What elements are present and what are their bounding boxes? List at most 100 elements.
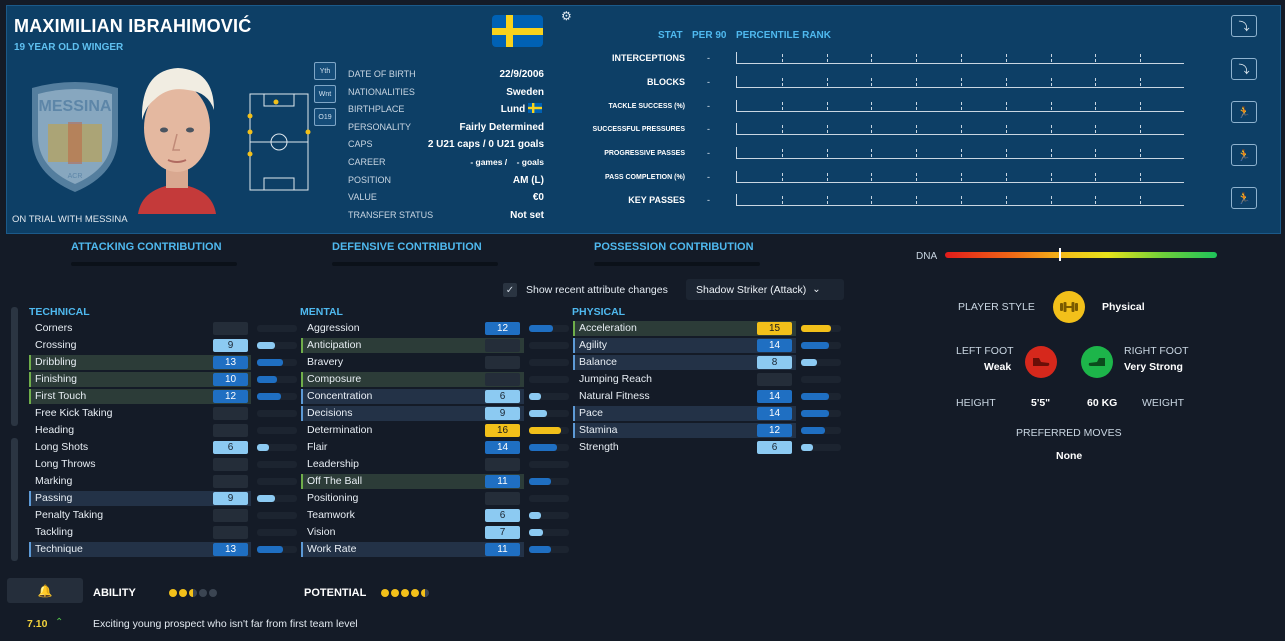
side-button-run[interactable]: 🏃 — [1231, 101, 1257, 123]
left-foot-value: Weak — [984, 361, 1012, 373]
attribute-row-aggression[interactable]: Aggression 12 — [301, 321, 573, 336]
coach-report-button[interactable]: 🔔 — [7, 578, 83, 603]
dna-gradient-bar — [945, 252, 1217, 258]
attribute-row-penalty-taking[interactable]: Penalty Taking — [29, 508, 301, 523]
attribute-name: Acceleration — [579, 322, 637, 334]
position-dot — [247, 113, 253, 119]
role-select[interactable]: Shadow Striker (Attack) ⌄ — [686, 279, 844, 300]
gear-icon[interactable]: ⚙ — [561, 9, 572, 23]
side-button-tackle[interactable]: ⤵ — [1231, 15, 1257, 37]
attribute-value: 16 — [485, 424, 520, 437]
show-recent-changes-checkbox[interactable]: ✓ — [503, 283, 517, 297]
attribute-name: Penalty Taking — [35, 509, 104, 521]
star-icon — [421, 589, 429, 597]
position-dot — [247, 129, 253, 135]
attribute-row-concentration[interactable]: Concentration 6 — [301, 389, 573, 404]
attribute-bar — [529, 478, 551, 485]
attribute-bar-track — [529, 359, 569, 366]
attribute-row-corners[interactable]: Corners — [29, 321, 301, 336]
possession-contribution-label: POSSESSION CONTRIBUTION — [594, 241, 754, 253]
attribute-row-passing[interactable]: Passing 9 — [29, 491, 301, 506]
attribute-bar — [801, 444, 813, 451]
attribute-row-jumping-reach[interactable]: Jumping Reach — [573, 372, 845, 387]
attribute-name: Positioning — [307, 492, 359, 504]
attribute-row-determination[interactable]: Determination 16 — [301, 423, 573, 438]
attribute-value: 14 — [485, 441, 520, 454]
attribute-row-teamwork[interactable]: Teamwork 6 — [301, 508, 573, 523]
attribute-row-heading[interactable]: Heading — [29, 423, 301, 438]
attribute-bar — [529, 393, 541, 400]
attribute-row-flair[interactable]: Flair 14 — [301, 440, 573, 455]
attribute-row-anticipation[interactable]: Anticipation — [301, 338, 573, 353]
percentile-rank-track — [736, 194, 1184, 206]
attribute-name: Work Rate — [307, 543, 357, 555]
attribute-row-bravery[interactable]: Bravery — [301, 355, 573, 370]
tackle-icon: ⤵ — [1238, 21, 1250, 33]
side-button-tackle-2[interactable]: ⤵ — [1231, 58, 1257, 80]
right-boot-icon — [1081, 346, 1113, 378]
possession-contribution-bar — [594, 262, 760, 266]
defensive-contribution-bar — [332, 262, 498, 266]
attribute-row-long-throws[interactable]: Long Throws — [29, 457, 301, 472]
nationality-flag-icon — [492, 15, 543, 47]
attribute-value — [213, 458, 248, 471]
attribute-row-positioning[interactable]: Positioning — [301, 491, 573, 506]
position-tag-youth[interactable]: Yth — [314, 62, 336, 80]
attribute-row-tackling[interactable]: Tackling — [29, 525, 301, 540]
attribute-name: Long Shots — [35, 441, 89, 453]
attribute-row-crossing[interactable]: Crossing 9 — [29, 338, 301, 353]
attribute-value: 11 — [485, 543, 520, 556]
attribute-bar-track — [529, 410, 569, 417]
position-tag-o19[interactable]: O19 — [314, 108, 336, 126]
crest-sub-text: ACR — [68, 173, 83, 180]
height-value: 5'5" — [1031, 397, 1051, 409]
sweden-flag-icon — [528, 103, 542, 114]
stat-per90-value: - — [707, 124, 710, 134]
attribute-row-vision[interactable]: Vision 7 — [301, 525, 573, 540]
attribute-row-stamina[interactable]: Stamina 12 — [573, 423, 845, 438]
attribute-name: Free Kick Taking — [35, 407, 113, 419]
dna-label: DNA — [916, 251, 938, 262]
side-button-run-2[interactable]: 🏃 — [1231, 144, 1257, 166]
stat-label: INTERCEPTIONS — [611, 53, 685, 63]
attribute-bar-track — [257, 478, 297, 485]
attribute-row-marking[interactable]: Marking — [29, 474, 301, 489]
attribute-name: Agility — [579, 339, 608, 351]
attribute-value — [485, 356, 520, 369]
scout-report-text: Exciting young prospect who isn't far fr… — [93, 618, 358, 630]
attribute-row-balance[interactable]: Balance 8 — [573, 355, 845, 370]
attribute-bar — [801, 427, 825, 434]
attribute-row-natural-fitness[interactable]: Natural Fitness 14 — [573, 389, 845, 404]
attribute-row-dribbling[interactable]: Dribbling 13 — [29, 355, 301, 370]
star-icon — [411, 589, 419, 597]
left-foot-label: LEFT FOOT — [956, 345, 1014, 357]
attribute-row-agility[interactable]: Agility 14 — [573, 338, 845, 353]
attribute-row-first-touch[interactable]: First Touch 12 — [29, 389, 301, 404]
attribute-row-strength[interactable]: Strength 6 — [573, 440, 845, 455]
attribute-row-finishing[interactable]: Finishing 10 — [29, 372, 301, 387]
attribute-name: Aggression — [307, 322, 360, 334]
attribute-bar-track — [529, 529, 569, 536]
stat-per90-value: - — [707, 148, 710, 158]
attribute-row-off-the-ball[interactable]: Off The Ball 11 — [301, 474, 573, 489]
stat-per90-value: - — [707, 195, 710, 205]
attribute-row-technique[interactable]: Technique 13 — [29, 542, 301, 557]
attribute-row-leadership[interactable]: Leadership — [301, 457, 573, 472]
attribute-row-long-shots[interactable]: Long Shots 6 — [29, 440, 301, 455]
attribute-bar — [529, 410, 547, 417]
attribute-row-composure[interactable]: Composure — [301, 372, 573, 387]
attribute-name: First Touch — [35, 390, 87, 402]
position-tag-wanted[interactable]: Wnt — [314, 85, 336, 103]
attacking-contribution-bar — [71, 262, 237, 266]
attribute-row-decisions[interactable]: Decisions 9 — [301, 406, 573, 421]
stat-label: TACKLE SUCCESS (%) — [608, 103, 685, 110]
attribute-row-work-rate[interactable]: Work Rate 11 — [301, 542, 573, 557]
attribute-value — [213, 322, 248, 335]
attribute-row-acceleration[interactable]: Acceleration 15 — [573, 321, 845, 336]
attribute-bar-track — [257, 325, 297, 332]
side-button-run-3[interactable]: 🏃 — [1231, 187, 1257, 209]
attribute-value: 6 — [213, 441, 248, 454]
attribute-row-free-kick-taking[interactable]: Free Kick Taking — [29, 406, 301, 421]
attribute-row-pace[interactable]: Pace 14 — [573, 406, 845, 421]
attribute-value — [485, 339, 520, 352]
